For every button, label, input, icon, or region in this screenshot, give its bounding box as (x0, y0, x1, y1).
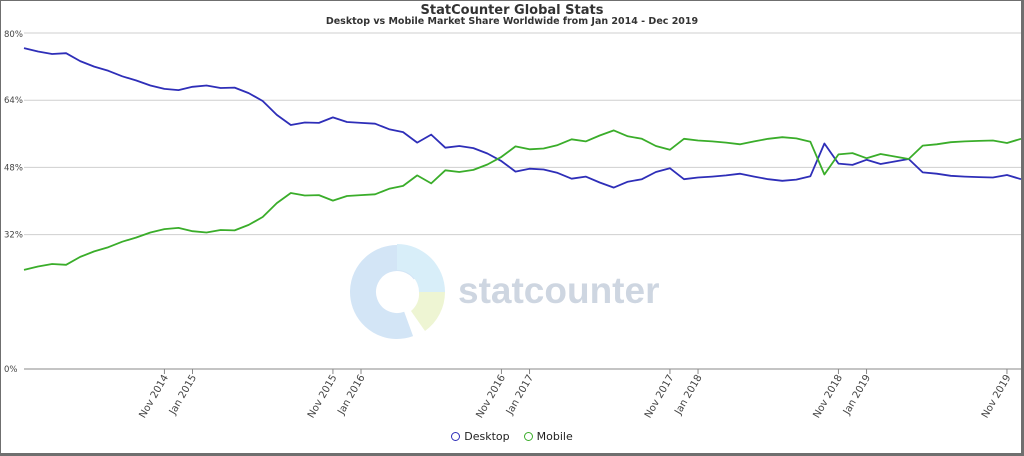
legend-item-mobile[interactable]: Mobile (523, 430, 573, 443)
x-tick-label: Jan 2016 (336, 373, 368, 418)
y-tick-label: 32% (4, 231, 23, 241)
series-line-mobile[interactable] (23, 129, 1022, 271)
chart-subtitle: Desktop vs Mobile Market Share Worldwide… (325, 16, 699, 27)
y-axis-labels: 0% 32% 48% 64% 80% (4, 30, 23, 375)
x-tick-label: Jan 2015 (167, 373, 199, 418)
legend: Desktop Mobile (0, 430, 1024, 443)
x-tick-label: Jan 2018 (673, 373, 705, 418)
y-gridlines (24, 32, 1021, 370)
watermark-text: statcounter (458, 270, 659, 311)
legend-label-desktop: Desktop (464, 430, 510, 443)
y-tick-label: 64% (4, 96, 23, 106)
legend-label-mobile: Mobile (536, 430, 573, 443)
x-tick-label: Jan 2017 (504, 373, 536, 418)
legend-marker-desktop (451, 432, 461, 441)
legend-item-desktop[interactable]: Desktop (451, 430, 510, 443)
y-tick-label: 80% (4, 30, 23, 40)
x-tick-label: Jan 2019 (841, 373, 873, 418)
x-tick-label: Nov 2016 (474, 373, 508, 420)
x-tick-label: Nov 2018 (811, 373, 845, 420)
y-tick-label: 0% (4, 365, 18, 375)
statcounter-watermark: statcounter (350, 244, 659, 339)
y-tick-label: 48% (4, 163, 23, 173)
x-tick-label: Nov 2015 (306, 373, 340, 420)
x-tick-label: Nov 2014 (137, 373, 171, 420)
x-tick-label: Nov 2019 (980, 373, 1014, 420)
x-tick-label: Nov 2017 (643, 373, 677, 420)
series-line-desktop[interactable] (23, 47, 1022, 189)
legend-marker-mobile (523, 432, 533, 441)
chart-title: StatCounter Global Stats (420, 3, 604, 18)
series-lines (23, 47, 1022, 271)
